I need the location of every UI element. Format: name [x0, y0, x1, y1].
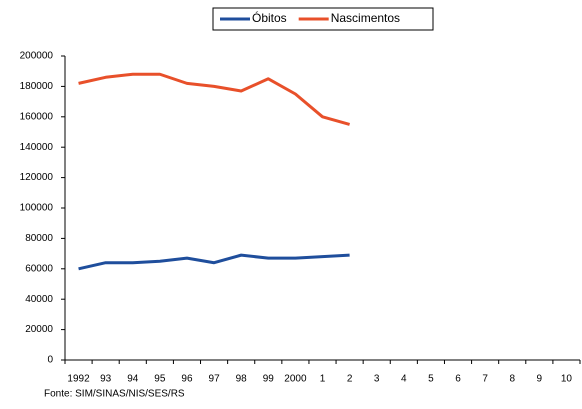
x-tick-label: 3	[374, 374, 380, 385]
y-tick-label: 80000	[25, 233, 53, 244]
x-tick-label: 2	[347, 374, 353, 385]
y-tick-label: 160000	[20, 111, 54, 122]
x-tick-label: 97	[209, 374, 221, 385]
x-tick-label: 1	[320, 374, 326, 385]
y-tick-label: 100000	[20, 203, 54, 214]
y-tick-label: 20000	[25, 324, 53, 335]
y-tick-label: 0	[47, 355, 53, 366]
x-tick-label: 1992	[67, 374, 90, 385]
x-tick-label: 6	[455, 374, 461, 385]
x-tick-label: 4	[401, 374, 407, 385]
x-tick-label: 96	[181, 374, 193, 385]
y-tick-label: 140000	[20, 142, 54, 153]
x-tick-label: 7	[482, 374, 488, 385]
x-tick-label: 95	[154, 374, 166, 385]
y-tick-label: 40000	[25, 294, 53, 305]
x-tick-label: 8	[509, 374, 515, 385]
x-tick-label: 9	[537, 374, 543, 385]
legend-label: Nascimentos	[331, 11, 400, 25]
x-tick-label: 99	[263, 374, 275, 385]
y-tick-label: 120000	[20, 172, 54, 183]
x-tick-label: 93	[100, 374, 112, 385]
x-tick-label: 2000	[284, 374, 307, 385]
series-line	[78, 72, 351, 126]
y-tick-label: 200000	[20, 51, 54, 62]
x-tick-label: 5	[428, 374, 434, 385]
series-line	[78, 253, 350, 271]
legend-label: Óbitos	[252, 10, 287, 25]
x-tick-label: 94	[127, 374, 139, 385]
y-tick-label: 180000	[20, 81, 54, 92]
x-tick-label: 98	[236, 374, 248, 385]
y-tick-label: 60000	[25, 263, 53, 274]
source-note: Fonte: SIM/SINAS/NIS/SES/RS	[44, 389, 185, 400]
x-tick-label: 10	[561, 374, 573, 385]
